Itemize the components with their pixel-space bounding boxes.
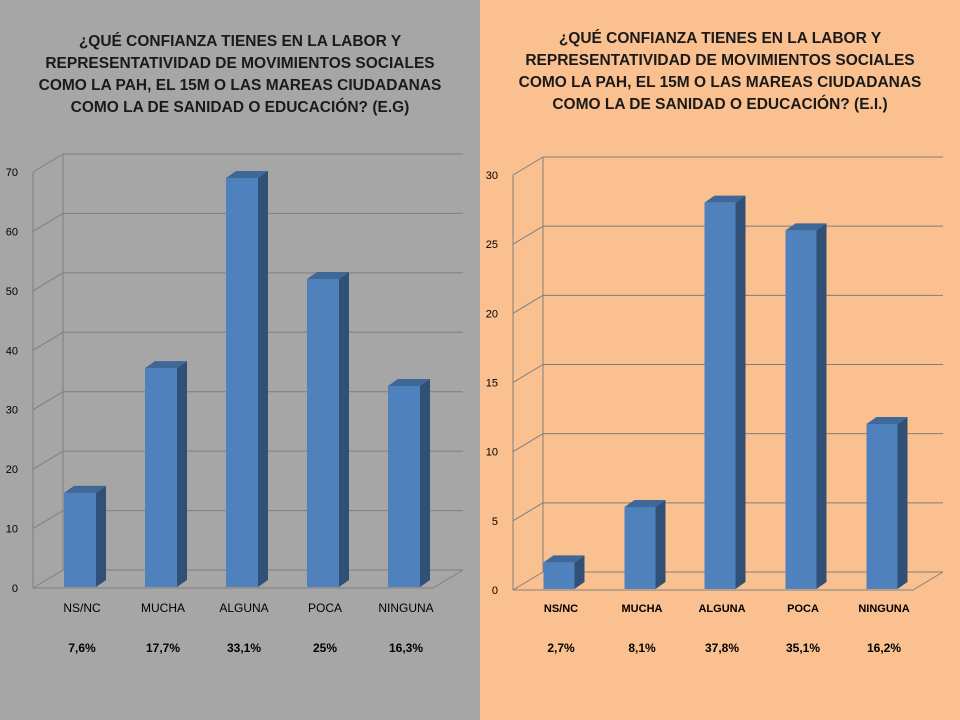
y-tick-label: 10 xyxy=(486,447,498,459)
gridline-depth xyxy=(32,391,64,411)
bar-side xyxy=(655,500,666,589)
bar xyxy=(866,424,898,589)
x-tick-label: NS/NC xyxy=(63,601,101,615)
y-tick-label: 15 xyxy=(486,378,498,390)
x-tick-label: POCA xyxy=(308,601,342,615)
bar-top xyxy=(64,485,106,493)
bar-side xyxy=(897,417,908,589)
chart-title-eg: ¿QUÉ CONFIANZA TIENES EN LA LABOR Y REPR… xyxy=(38,33,442,116)
gridline-depth xyxy=(32,569,64,589)
x-tick-label: POCA xyxy=(787,603,819,615)
bar xyxy=(307,278,339,587)
y-tick-label: 0 xyxy=(492,585,498,597)
x-tick-label: ALGUNA xyxy=(219,601,268,615)
bar-chart-eg: 0 10 20 30 40 50 60 70 NS/NC 7,6% MUCHA 17,7% ALGUNA… xyxy=(6,153,464,655)
y-tick-label: 25 xyxy=(486,239,498,251)
gridline-depth xyxy=(512,502,544,522)
x-tick-label: NINGUNA xyxy=(858,603,909,615)
y-tick-label: 40 xyxy=(6,345,18,357)
x-tick-label: ALGUNA xyxy=(698,603,745,615)
bar xyxy=(785,230,817,590)
bar-top xyxy=(226,170,268,178)
x-tick-label: MUCHA xyxy=(622,603,663,615)
bar-top xyxy=(866,417,908,424)
chart-title-ei: ¿QUÉ CONFIANZA TIENES EN LA LABOR Y REPR… xyxy=(518,30,922,113)
gridline-depth xyxy=(512,225,544,245)
bar-top xyxy=(543,555,585,563)
percent-label: 16,3% xyxy=(389,641,423,655)
gridline-depth xyxy=(32,153,64,173)
bar-side xyxy=(420,378,430,587)
gridline-depth xyxy=(512,571,544,591)
bar-side xyxy=(735,195,746,589)
gridline-depth xyxy=(512,156,544,176)
x-tick-label: NS/NC xyxy=(544,603,578,615)
percent-label: 16,2% xyxy=(867,641,901,655)
floor-right-edge xyxy=(912,571,944,591)
bar-top xyxy=(624,500,666,507)
y-tick-label: 20 xyxy=(486,308,498,320)
y-tick-label: 0 xyxy=(12,583,18,595)
percent-label: 8,1% xyxy=(628,641,656,655)
x-tick-label: MUCHA xyxy=(141,601,185,615)
bar-top xyxy=(704,195,746,203)
bar xyxy=(388,385,420,587)
bar-top xyxy=(145,361,187,369)
bar-side xyxy=(96,485,106,587)
floor-right-edge xyxy=(432,569,464,589)
x-tick-label: NINGUNA xyxy=(378,601,433,615)
chart-panel-ei: ¿QUÉ CONFIANZA TIENES EN LA LABOR Y REPR… xyxy=(480,0,960,720)
bar-chart-ei: 0 5 10 15 20 25 30 NS/NC 2,7% MUCHA 8,1% ALGUNA 37,8… xyxy=(486,156,944,655)
gridline-depth xyxy=(32,272,64,292)
bar xyxy=(226,177,258,587)
gridline-depth xyxy=(512,294,544,314)
bar xyxy=(704,202,736,589)
y-tick-label: 60 xyxy=(6,226,18,238)
gridline-depth xyxy=(32,510,64,530)
percent-label: 35,1% xyxy=(786,641,820,655)
percent-label: 37,8% xyxy=(705,641,739,655)
percent-label: 2,7% xyxy=(547,641,575,655)
bar-side xyxy=(574,555,585,589)
y-tick-label: 30 xyxy=(6,405,18,417)
bar-side xyxy=(258,170,268,587)
y-tick-label: 5 xyxy=(492,516,498,528)
bar-side xyxy=(177,361,187,587)
y-tick-label: 50 xyxy=(6,286,18,298)
gridline-depth xyxy=(32,212,64,232)
percent-label: 33,1% xyxy=(227,641,261,655)
y-tick-label: 10 xyxy=(6,524,18,536)
gridline-depth xyxy=(512,433,544,453)
chart-panel-eg: ¿QUÉ CONFIANZA TIENES EN LA LABOR Y REPR… xyxy=(0,0,480,720)
bar-top xyxy=(785,223,827,231)
bar xyxy=(543,562,575,589)
bar-top xyxy=(307,271,349,279)
bar xyxy=(624,507,656,589)
gridline-depth xyxy=(32,450,64,470)
bar-side xyxy=(816,223,827,590)
percent-label: 17,7% xyxy=(146,641,180,655)
y-tick-label: 20 xyxy=(6,464,18,476)
y-tick-label: 30 xyxy=(486,170,498,182)
percent-label: 25% xyxy=(313,641,337,655)
percent-label: 7,6% xyxy=(68,641,96,655)
bar xyxy=(145,368,177,587)
bar-top xyxy=(388,378,430,386)
bar-side xyxy=(339,271,349,587)
gridline-depth xyxy=(512,364,544,383)
y-tick-label: 70 xyxy=(6,167,18,179)
gridline-depth xyxy=(32,331,64,351)
bar xyxy=(64,492,96,587)
